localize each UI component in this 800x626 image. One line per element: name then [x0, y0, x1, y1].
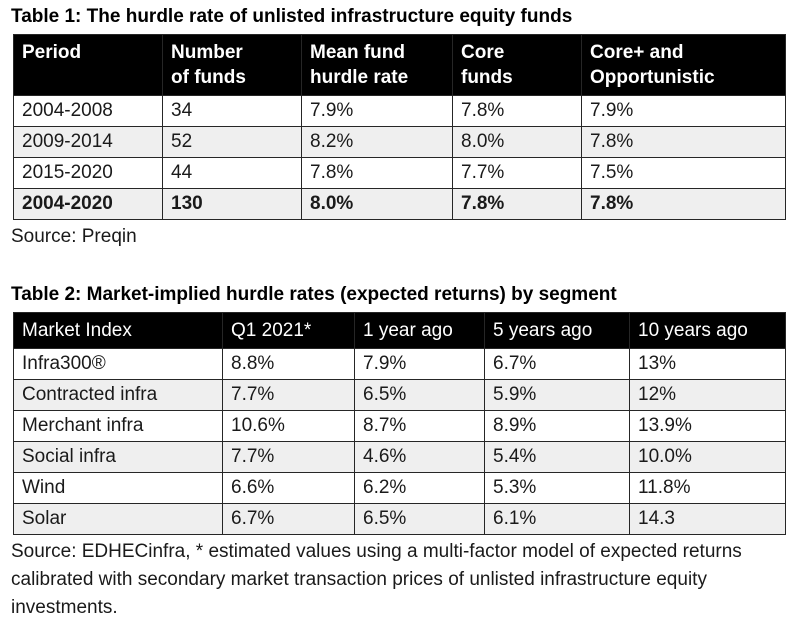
column-header-10-years-ago: 10 years ago — [629, 311, 786, 349]
table-row: Infra300® 8.8% 7.9% 6.7% 13% — [13, 347, 786, 380]
table-cell: 6.7% — [484, 347, 630, 380]
table-cell: 2004-2008 — [13, 94, 163, 127]
table-cell: 6.1% — [484, 502, 630, 535]
table-cell: 8.8% — [222, 347, 355, 380]
table-cell: 7.8% — [581, 187, 786, 220]
table2-header-row: Market Index Q1 2021* 1 year ago 5 years… — [13, 311, 786, 349]
table-cell: 6.5% — [354, 378, 485, 411]
table-cell: 130 — [162, 187, 302, 220]
table-cell: 12% — [629, 378, 786, 411]
table-cell: 7.9% — [354, 347, 485, 380]
table-cell: 5.4% — [484, 440, 630, 473]
table-cell: 10.6% — [222, 409, 355, 442]
table-cell: 8.2% — [301, 125, 453, 158]
table-cell: 13.9% — [629, 409, 786, 442]
column-header-5-years-ago: 5 years ago — [484, 311, 630, 349]
table-cell: Social infra — [13, 440, 223, 473]
table-cell: 7.8% — [301, 156, 453, 189]
column-header-mean-fund-hurdle-rate: Mean fund hurdle rate — [301, 33, 453, 96]
table-cell: 44 — [162, 156, 302, 189]
table-cell: 11.8% — [629, 471, 786, 504]
table-cell: 2004-2020 — [13, 187, 163, 220]
table-cell: 7.7% — [222, 378, 355, 411]
column-header-period: Period — [13, 33, 163, 96]
table-row: 2004-2008 34 7.9% 7.8% 7.9% — [13, 94, 786, 127]
table2-body: Infra300® 8.8% 7.9% 6.7% 13% Contracted … — [13, 347, 786, 535]
table-cell: 8.0% — [301, 187, 453, 220]
table-row: Contracted infra 7.7% 6.5% 5.9% 12% — [13, 378, 786, 411]
table-cell: 7.9% — [581, 94, 786, 127]
table-cell: Wind — [13, 471, 223, 504]
table1-section: Table 1: The hurdle rate of unlisted inf… — [11, 6, 787, 251]
table-row: 2015-2020 44 7.8% 7.7% 7.5% — [13, 156, 786, 189]
table-cell: Solar — [13, 502, 223, 535]
table-cell: 2015-2020 — [13, 156, 163, 189]
column-header-market-index: Market Index — [13, 311, 223, 349]
table-cell: 8.9% — [484, 409, 630, 442]
table-cell: 52 — [162, 125, 302, 158]
column-header-core-funds: Core funds — [452, 33, 582, 96]
table-cell: 8.7% — [354, 409, 485, 442]
table-cell: 7.8% — [452, 187, 582, 220]
table-cell: Infra300® — [13, 347, 223, 380]
table-cell: 4.6% — [354, 440, 485, 473]
table-row: Social infra 7.7% 4.6% 5.4% 10.0% — [13, 440, 786, 473]
table-cell: 6.2% — [354, 471, 485, 504]
table-row-total: 2004-2020 130 8.0% 7.8% 7.8% — [13, 187, 786, 220]
column-header-number-of-funds: Number of funds — [162, 33, 302, 96]
table2-header: Market Index Q1 2021* 1 year ago 5 years… — [13, 311, 786, 349]
table2-source: Source: EDHECinfra, * estimated values u… — [11, 540, 742, 618]
column-header-1-year-ago: 1 year ago — [354, 311, 485, 349]
table-cell: 10.0% — [629, 440, 786, 473]
table-cell: 7.5% — [581, 156, 786, 189]
table-cell: 6.5% — [354, 502, 485, 535]
table-cell: 7.8% — [452, 94, 582, 127]
table-cell: 14.3 — [629, 502, 786, 535]
column-header-core-plus-opportunistic: Core+ and Opportunistic — [581, 33, 786, 96]
table-cell: Merchant infra — [13, 409, 223, 442]
table-row: Solar 6.7% 6.5% 6.1% 14.3 — [13, 502, 786, 535]
table-cell: 6.6% — [222, 471, 355, 504]
table-cell: 8.0% — [452, 125, 582, 158]
table-cell: Contracted infra — [13, 378, 223, 411]
table-cell: 7.9% — [301, 94, 453, 127]
hurdle-rate-table: Period Number of funds Mean fund hurdle … — [13, 33, 786, 220]
market-implied-hurdle-rates-table: Market Index Q1 2021* 1 year ago 5 years… — [13, 311, 786, 535]
table2-section: Table 2: Market-implied hurdle rates (ex… — [11, 284, 787, 622]
table-cell: 5.9% — [484, 378, 630, 411]
table-cell: 34 — [162, 94, 302, 127]
table-row: 2009-2014 52 8.2% 8.0% 7.8% — [13, 125, 786, 158]
column-header-q1-2021: Q1 2021* — [222, 311, 355, 349]
table-cell: 7.7% — [452, 156, 582, 189]
table-cell: 5.3% — [484, 471, 630, 504]
table-cell: 13% — [629, 347, 786, 380]
table-cell: 2009-2014 — [13, 125, 163, 158]
table-cell: 6.7% — [222, 502, 355, 535]
table2-title: Table 2: Market-implied hurdle rates (ex… — [11, 283, 617, 305]
table-cell: 7.7% — [222, 440, 355, 473]
table1-header: Period Number of funds Mean fund hurdle … — [13, 33, 786, 96]
table1-title: Table 1: The hurdle rate of unlisted inf… — [11, 6, 573, 27]
table1-header-row: Period Number of funds Mean fund hurdle … — [13, 33, 786, 96]
table-cell: 7.8% — [581, 125, 786, 158]
table-row: Wind 6.6% 6.2% 5.3% 11.8% — [13, 471, 786, 504]
table1-body: 2004-2008 34 7.9% 7.8% 7.9% 2009-2014 52… — [13, 94, 786, 220]
table1-source: Source: Preqin — [11, 225, 137, 247]
table-row: Merchant infra 10.6% 8.7% 8.9% 13.9% — [13, 409, 786, 442]
